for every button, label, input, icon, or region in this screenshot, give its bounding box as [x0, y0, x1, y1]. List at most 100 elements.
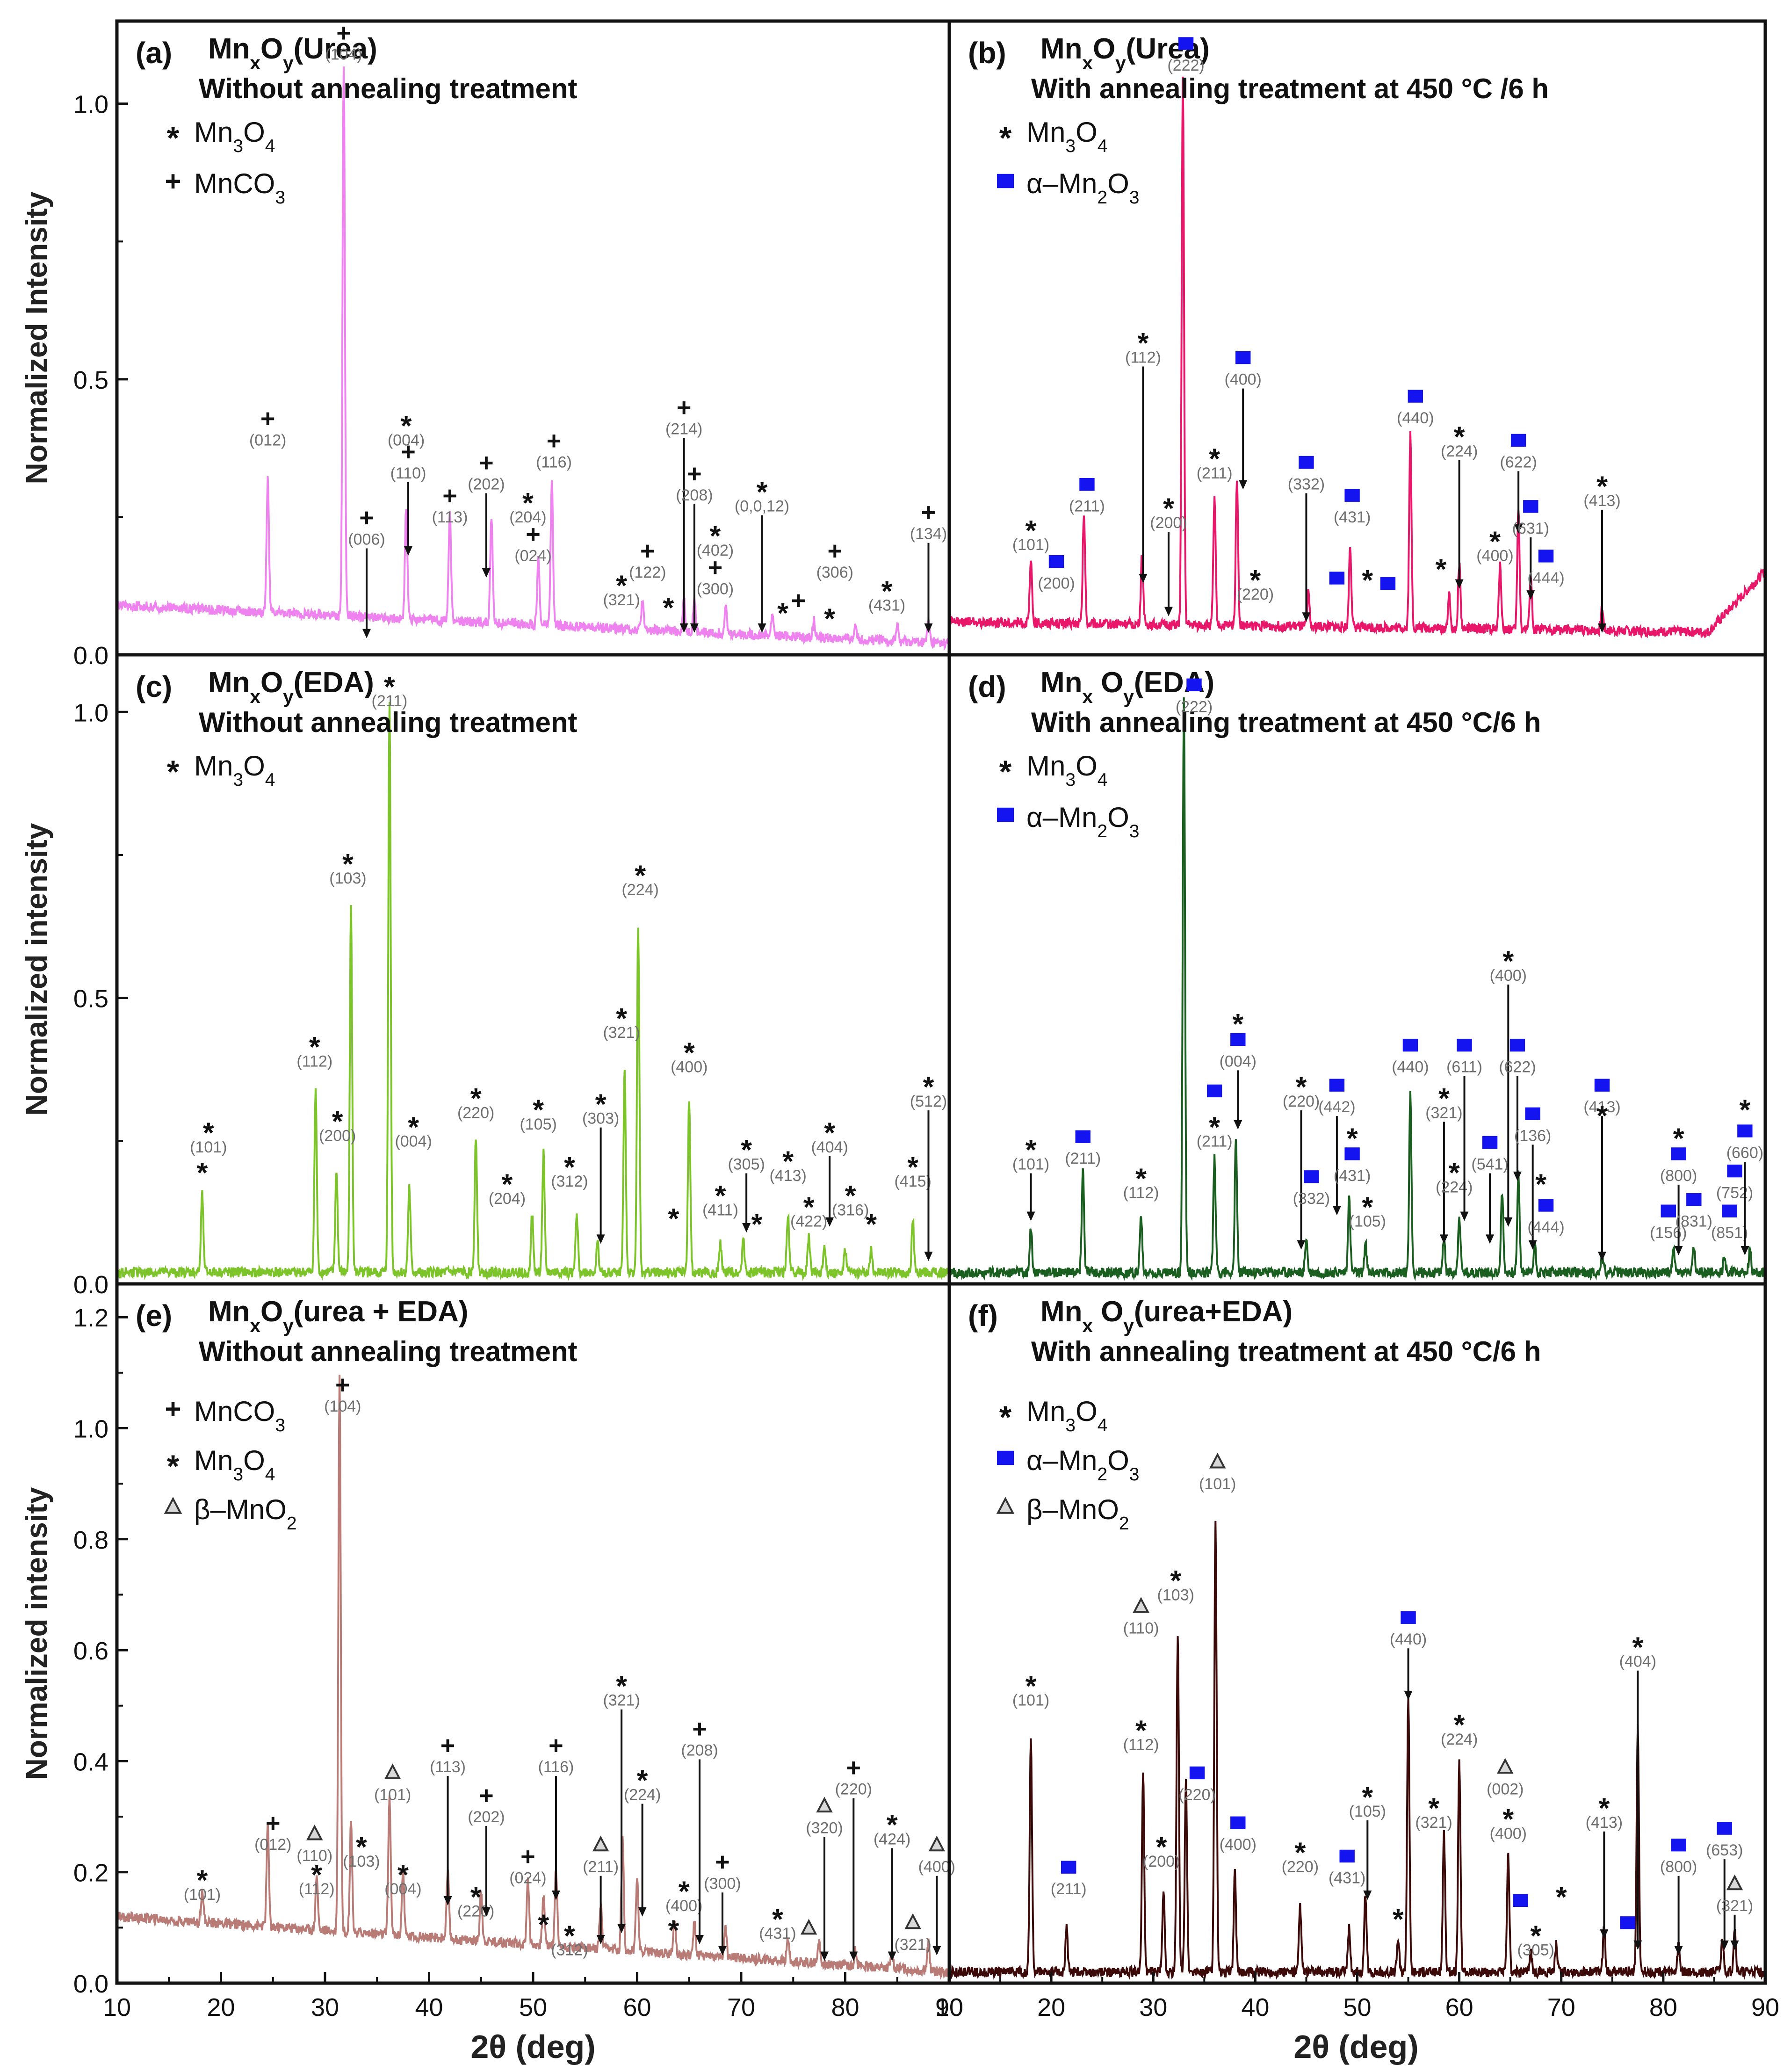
peak-hkl: (224)	[624, 1786, 661, 1804]
peak-label-f: *(305)	[1517, 1920, 1554, 1959]
peak-hkl: (103)	[1157, 1586, 1194, 1604]
peak-marker-star: *	[1449, 1157, 1460, 1188]
title-sub-x: x	[250, 686, 261, 707]
peak-arrow-head	[924, 1252, 933, 1261]
title-mid: O	[1093, 667, 1123, 699]
legend-label-e-sub: 3	[275, 1415, 285, 1435]
peak-marker-star: *	[907, 1151, 918, 1183]
peak-marker-triangle	[592, 1835, 609, 1852]
peak-label-c: *(112)	[296, 1031, 332, 1070]
peak-marker-star: *	[1138, 327, 1149, 359]
peak-marker-plus: +	[336, 19, 351, 47]
peak-marker-plus: +	[547, 427, 562, 455]
peak-label-a: +(300)	[697, 553, 734, 598]
peak-marker-star: *	[777, 597, 788, 629]
peak-label-f: *(413)	[1586, 1792, 1623, 1939]
peak-label-a: *(431)	[868, 575, 905, 614]
peak-marker-square	[1722, 1204, 1737, 1217]
peak-marker-star: *	[881, 575, 893, 607]
peak-marker-star: *	[408, 1111, 419, 1143]
title-mid: O	[260, 33, 283, 65]
peak-label-c: *(413)	[769, 1145, 806, 1185]
peak-hkl: (440)	[1392, 1058, 1429, 1076]
peak-hkl: (004)	[395, 1133, 432, 1151]
peak-hkl: (444)	[1527, 569, 1564, 587]
peak-label-e: +(104)	[324, 1371, 361, 1415]
peak-marker-square	[1671, 1147, 1686, 1160]
peak-label-a: *	[663, 592, 674, 623]
peak-hkl: (222)	[1176, 698, 1213, 716]
peak-marker-star: *	[397, 1859, 409, 1891]
title-sub-x: x	[250, 1315, 261, 1336]
peak-marker-star: *	[1170, 1565, 1181, 1596]
peak-label-d: *(101)	[1012, 1134, 1049, 1221]
panel-title-c: MnxOy(EDA)	[208, 667, 374, 707]
peak-label-f: *(103)	[1157, 1565, 1194, 1604]
legend-label-a-sub2: 4	[265, 136, 275, 156]
peak-hkl: (415)	[894, 1173, 931, 1190]
legend-label-c-base: Mn	[194, 750, 233, 782]
peak-label-f: (220)	[1178, 1766, 1216, 1804]
panel-letter-d: (d)	[968, 670, 1006, 703]
peak-label-a: +(110)	[390, 438, 426, 556]
legend-label-e-sub: 2	[287, 1514, 297, 1534]
peak-hkl: (444)	[1527, 1218, 1564, 1236]
peak-label-e: *(112)	[299, 1859, 335, 1898]
legend-label-b-sub: 2	[1097, 188, 1107, 208]
peak-hkl: (321)	[1415, 1814, 1452, 1832]
peak-marker-square	[1401, 1611, 1416, 1624]
peak-hkl: (101)	[184, 1886, 221, 1904]
title-post: (urea + EDA)	[294, 1296, 469, 1328]
peak-label-f: (110)	[1123, 1597, 1159, 1637]
peak-marker-star: *	[1249, 564, 1261, 596]
peak-label-c: *	[197, 1157, 208, 1188]
legend-symbol-f-star: *	[999, 1399, 1012, 1435]
peak-marker-star: *	[684, 1036, 695, 1068]
peak-marker-star: *	[1209, 1111, 1220, 1143]
peak-hkl: (200)	[1038, 575, 1075, 593]
peak-arrow-head	[1026, 1211, 1035, 1221]
legend-symbol-b-square	[997, 174, 1014, 188]
peak-label-f: (400)	[1220, 1816, 1257, 1854]
peak-marker-plus: +	[791, 587, 806, 615]
peak-arrow-head	[1600, 1929, 1609, 1939]
peak-hkl: (101)	[374, 1786, 411, 1804]
peak-arrow-head	[1439, 1234, 1448, 1244]
peak-marker-plus: +	[441, 1731, 455, 1760]
peak-label-e: *(312)	[551, 1920, 588, 1959]
peak-marker-square	[1510, 434, 1526, 447]
legend-label-e-sub2: 4	[265, 1464, 275, 1485]
peak-label-b: *(211)	[1197, 443, 1233, 482]
legend-symbol-c-star: *	[167, 754, 180, 790]
x-tick-label-f: 30	[1139, 1993, 1167, 2021]
peak-label-e: (320)	[806, 1797, 843, 1961]
peak-label-f: (321)	[1716, 1874, 1753, 1950]
peak-label-c: *(004)	[395, 1111, 432, 1150]
peak-marker-plus: +	[921, 498, 936, 526]
peak-marker-star: *	[1502, 1803, 1514, 1835]
peak-label-c: *	[866, 1208, 877, 1240]
peak-label-c: *(224)	[621, 859, 658, 898]
title-pre: Mn	[208, 1296, 250, 1328]
peak-marker-star: *	[1156, 1831, 1167, 1863]
peak-label-e: (101)	[374, 1763, 411, 1804]
peak-hkl: (413)	[769, 1167, 806, 1185]
peak-arrow-head	[1363, 1891, 1372, 1900]
peak-label-f: *(400)	[1490, 1803, 1527, 1842]
peak-marker-star: *	[1025, 1670, 1037, 1702]
peak-marker-star: *	[309, 1031, 320, 1063]
legend-symbol-f-triangle	[996, 1497, 1015, 1514]
peak-hkl: (653)	[1706, 1841, 1743, 1859]
peak-label-d: (431)	[1334, 1147, 1371, 1185]
peak-marker-square	[1402, 1038, 1418, 1052]
peak-marker-triangle	[928, 1835, 946, 1852]
trace-f	[948, 1521, 1766, 1981]
title-pre: Mn	[1040, 33, 1083, 65]
peak-label-f: (653)	[1706, 1822, 1743, 1950]
peak-hkl: (402)	[697, 542, 734, 559]
peak-label-c: *(415)	[894, 1151, 931, 1190]
legend-label-e: MnCO3	[194, 1396, 285, 1435]
peak-hkl: (220)	[1283, 1093, 1320, 1110]
legend-label-c-sub: 3	[233, 770, 243, 790]
peak-marker-plus: +	[335, 1371, 350, 1399]
